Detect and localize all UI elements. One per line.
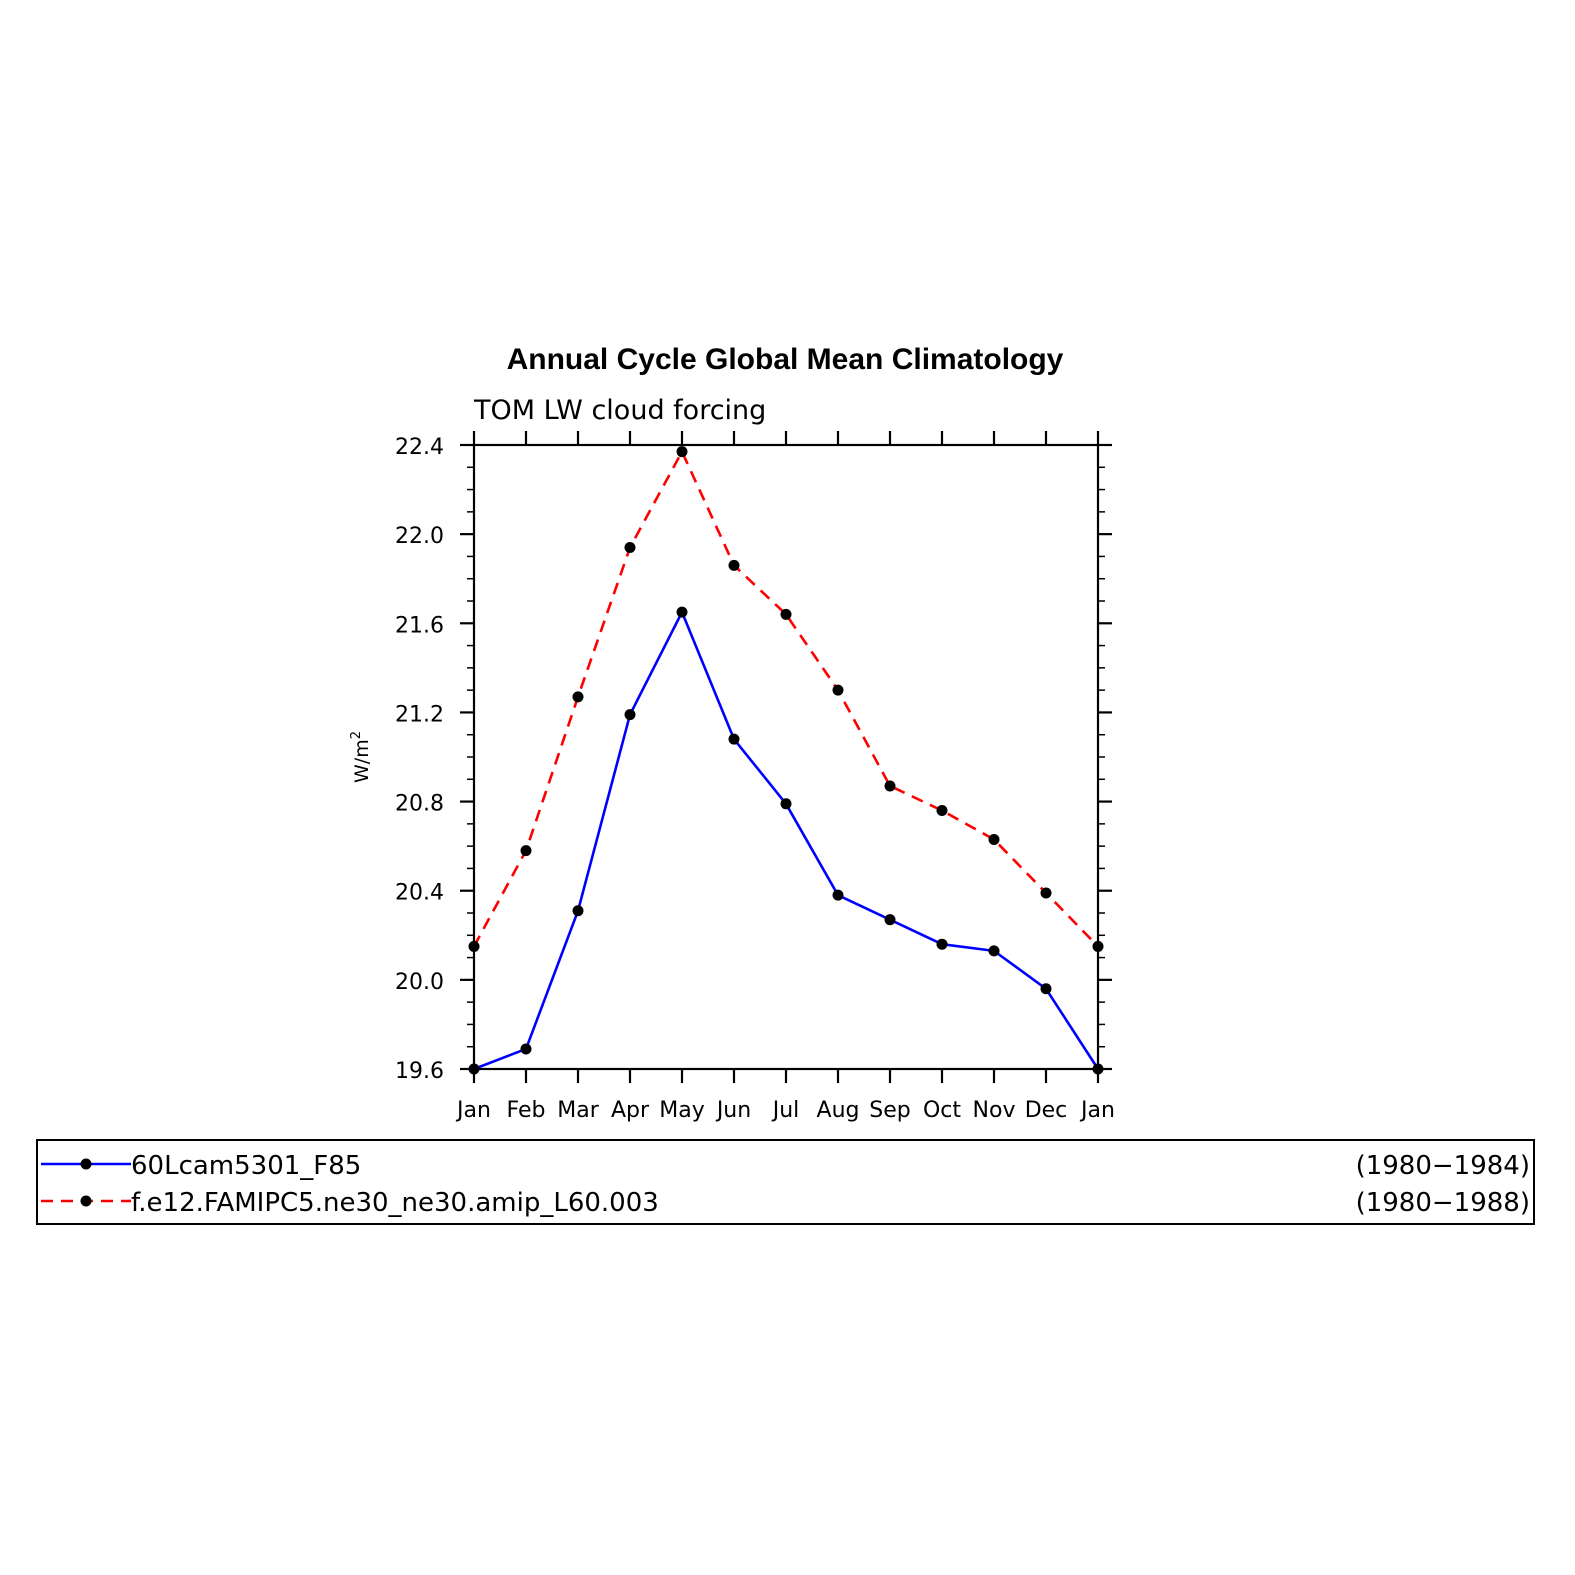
x-tick-label: Aug — [817, 1098, 860, 1123]
legend-marker — [80, 1158, 92, 1170]
data-point — [728, 733, 740, 745]
series-line — [473, 610, 1100, 1071]
x-tick-label: May — [659, 1098, 704, 1123]
chart-title: Annual Cycle Global Mean Climatology — [507, 343, 1064, 376]
data-point — [780, 608, 792, 620]
data-point — [884, 780, 896, 792]
y-tick-label: 20.0 — [395, 970, 444, 995]
data-point — [676, 446, 688, 458]
x-tick-label: Jun — [715, 1098, 751, 1123]
legend-series-name: 60Lcam5301_F85 — [131, 1151, 361, 1181]
x-tick-label: Nov — [973, 1098, 1016, 1123]
x-tick-label: Jan — [455, 1098, 491, 1123]
legend: 60Lcam5301_F85 (1980−1984) f.e12.FAMIPC5.n… — [36, 1139, 1535, 1225]
legend-years: (1980−1988) — [1356, 1188, 1530, 1218]
x-tick-label: Dec — [1025, 1098, 1068, 1123]
x-tick-label: Apr — [611, 1098, 650, 1123]
data-point — [572, 905, 584, 917]
data-point — [988, 945, 1000, 957]
legend-box — [36, 1139, 1535, 1225]
data-point — [728, 559, 740, 571]
x-tick-label: Feb — [507, 1098, 546, 1123]
data-point — [1092, 940, 1104, 952]
data-point — [884, 914, 896, 926]
y-axis-label: W/m2 — [349, 731, 373, 783]
y-axis-label-superscript: 2 — [349, 731, 364, 739]
legend-years: (1980−1984) — [1356, 1151, 1530, 1181]
y-tick-label: 20.4 — [395, 881, 444, 906]
data-point — [624, 709, 636, 721]
series-layer — [468, 446, 1104, 1075]
y-tick-label: 20.8 — [395, 792, 444, 817]
legend-series-name: f.e12.FAMIPC5.ne30_ne30.amip_L60.003 — [131, 1188, 659, 1218]
data-point — [468, 1063, 480, 1075]
y-tick-label: 22.0 — [395, 524, 444, 549]
data-point — [520, 845, 532, 857]
x-tick-label: Jan — [1079, 1098, 1115, 1123]
data-point — [624, 542, 636, 554]
data-point — [1040, 983, 1052, 995]
data-point — [832, 684, 844, 696]
data-point — [468, 940, 480, 952]
data-point — [1040, 887, 1052, 899]
data-point — [520, 1043, 532, 1055]
x-tick-label: Mar — [557, 1098, 599, 1123]
y-tick-label: 21.2 — [395, 702, 444, 727]
data-point — [780, 798, 792, 810]
series-line — [472, 450, 1099, 948]
svg-text:W/m2: W/m2 — [349, 731, 373, 783]
data-point — [1092, 1063, 1104, 1075]
plot-frame — [472, 443, 1100, 1071]
data-point — [936, 804, 948, 816]
y-tick-label: 22.4 — [395, 435, 444, 460]
series-1 — [468, 606, 1104, 1075]
x-tick-label: Sep — [869, 1098, 910, 1123]
data-point — [936, 938, 948, 950]
series-2 — [468, 446, 1104, 952]
x-tick-label: Jul — [771, 1098, 800, 1123]
data-point — [988, 833, 1000, 845]
y-tick-label: 19.6 — [395, 1059, 444, 1084]
x-tick-label: Oct — [923, 1098, 961, 1123]
legend-marker — [80, 1195, 92, 1207]
y-tick-label: 21.6 — [395, 613, 444, 638]
chart-subtitle: TOM LW cloud forcing — [473, 395, 766, 426]
data-point — [676, 606, 688, 618]
y-axis-label-unit: W/m — [351, 739, 373, 783]
data-point — [572, 691, 584, 703]
data-point — [832, 889, 844, 901]
plot-axes: 19.6 20.0 20.4 20.8 21.2 21.6 22.0 22.4 Jan Feb Ma… — [395, 431, 1115, 1123]
